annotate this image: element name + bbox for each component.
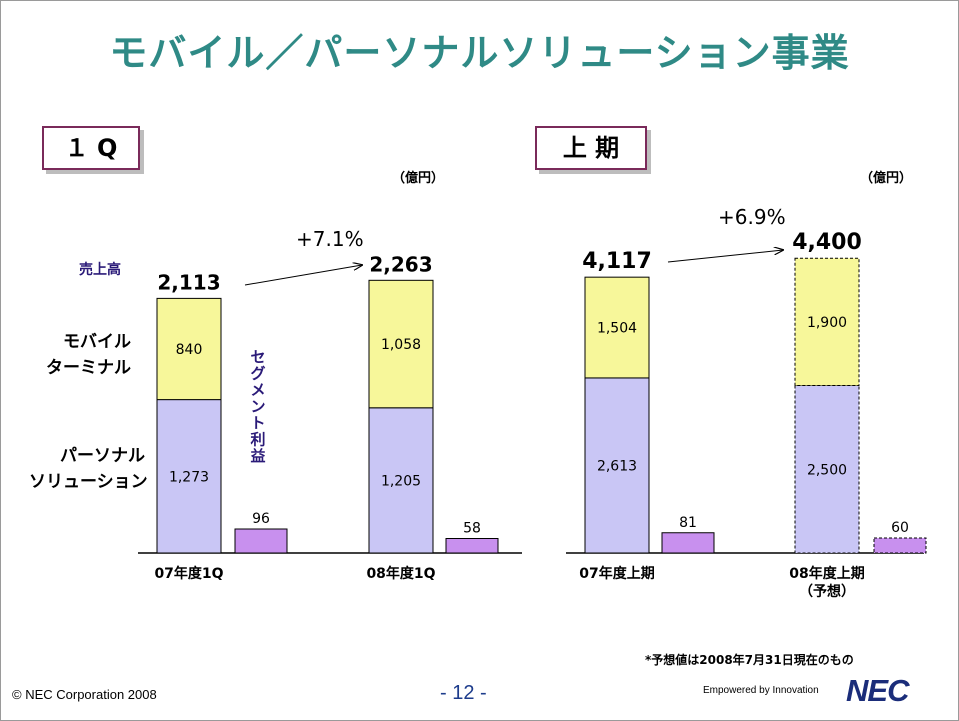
bar-value-label: 1,273	[169, 469, 209, 485]
bar-personal-solution	[584, 377, 650, 554]
page-title: モバイル／パーソナルソリューション事業	[109, 31, 850, 75]
profit-value-label: 81	[679, 515, 697, 531]
profit-value-label: 60	[891, 520, 909, 536]
legend-personal-solution: パーソナル	[60, 446, 145, 466]
bar-mobile-terminal	[794, 257, 860, 387]
category-tick-label: 07年度上期	[579, 565, 654, 582]
bar-segment-profit	[234, 528, 288, 554]
tagline: Empowered by Innovation	[703, 685, 819, 696]
segment-profit-label: メ	[250, 381, 265, 399]
segment-profit-label: 益	[250, 447, 265, 465]
segment-profit-label: 利	[250, 431, 265, 449]
bar-value-label: 1,205	[381, 473, 421, 489]
legend-mobile-terminal: モバイル	[63, 332, 131, 352]
growth-arrow	[244, 265, 362, 286]
category-tick-label: 08年度1Q	[366, 565, 435, 582]
category-tick-label: 07年度1Q	[154, 565, 223, 582]
bar-personal-solution	[156, 399, 222, 554]
unit-label-half: （億円）	[860, 171, 913, 186]
bar-segment-profit	[445, 538, 499, 554]
page-number: - 12 -	[440, 682, 487, 704]
bar-mobile-terminal	[584, 276, 650, 379]
segment-profit-label: ン	[250, 398, 265, 416]
bar-value-label: 1,900	[807, 315, 847, 331]
category-tick-label: 08年度上期	[789, 565, 864, 582]
total-value-label: 2,113	[157, 270, 220, 294]
bar-segment-profit	[873, 537, 927, 554]
unit-label-1q: （億円）	[392, 171, 445, 186]
growth-arrow	[667, 250, 783, 263]
panel-title-half: 上 期	[535, 126, 647, 170]
panel-title-1q: １ Q	[42, 126, 140, 170]
legend-personal-solution: ソリューション	[29, 472, 148, 492]
sales-label: 売上高	[79, 261, 121, 278]
category-tick-label: （予想）	[799, 583, 855, 600]
segment-profit-label: グ	[250, 365, 265, 383]
bar-value-label: 1,058	[381, 337, 421, 353]
bar-mobile-terminal	[156, 297, 222, 401]
bar-value-label: 1,504	[597, 321, 637, 337]
total-value-label: 2,263	[369, 252, 432, 276]
bar-value-label: 2,500	[807, 462, 847, 478]
segment-profit-label: ト	[250, 414, 265, 432]
growth-label: +6.9%	[718, 205, 786, 229]
legend-mobile-terminal: ターミナル	[46, 358, 131, 378]
segment-profit-label: セ	[250, 348, 265, 366]
total-value-label: 4,117	[582, 249, 652, 274]
total-value-label: 4,400	[792, 230, 862, 255]
bar-mobile-terminal	[368, 279, 434, 409]
copyright: © NEC Corporation 2008	[12, 687, 157, 702]
profit-value-label: 58	[463, 521, 481, 537]
bar-segment-profit	[661, 532, 715, 554]
bar-personal-solution	[368, 407, 434, 554]
bar-value-label: 840	[176, 342, 203, 358]
profit-value-label: 96	[252, 511, 270, 527]
bar-personal-solution	[794, 385, 860, 554]
growth-label: +7.1%	[296, 227, 364, 251]
bar-value-label: 2,613	[597, 458, 637, 474]
forecast-note: *予想値は2008年7月31日現在のもの	[645, 653, 854, 667]
nec-logo: NEC	[846, 673, 909, 708]
